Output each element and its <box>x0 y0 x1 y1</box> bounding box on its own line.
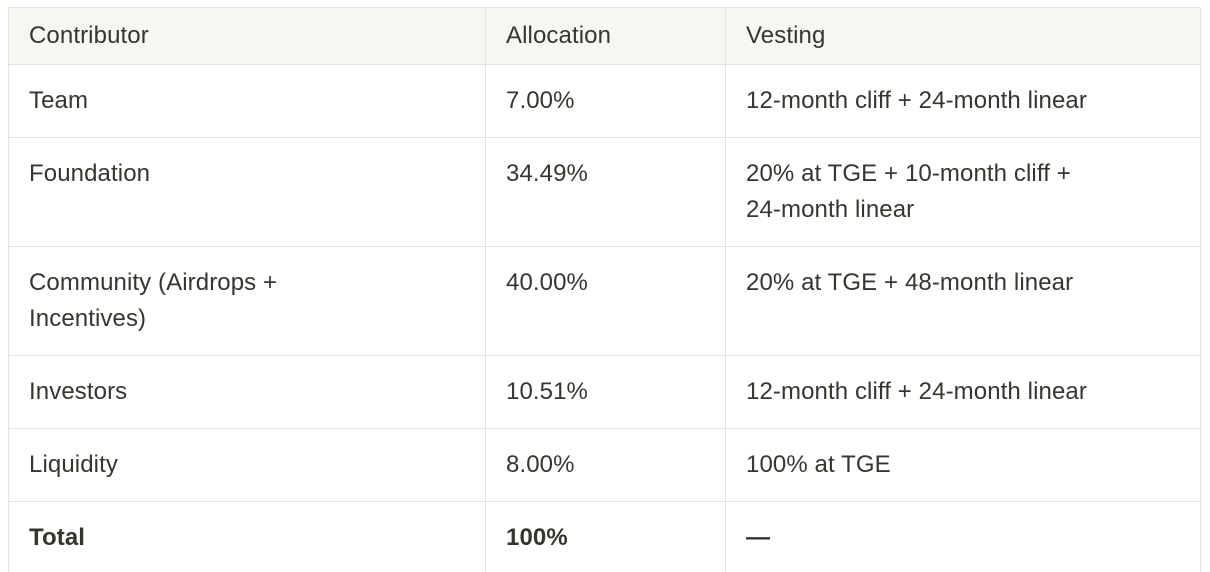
table-row: Team 7.00% 12-month cliff + 24-month linea… <box>8 64 1201 138</box>
cell-allocation: 10.51% <box>485 355 726 429</box>
cell-contributor: Total <box>8 501 486 572</box>
cell-vesting: 12-month cliff + 24-month linear <box>725 355 1201 429</box>
cell-contributor: Community (Airdrops + Incentives) <box>8 246 486 356</box>
table-body: Team 7.00% 12-month cliff + 24-month linea… <box>8 64 1201 572</box>
cell-contributor: Foundation <box>8 137 486 247</box>
cell-vesting: 20% at TGE + 48-month linear <box>725 246 1201 356</box>
cell-vesting: — <box>725 501 1201 572</box>
header-contributor: Contributor <box>8 7 486 65</box>
header-allocation: Allocation <box>485 7 726 65</box>
cell-contributor: Investors <box>8 355 486 429</box>
table-row: Community (Airdrops + Incentives) 40.00% 2… <box>8 246 1201 356</box>
cell-contributor: Liquidity <box>8 428 486 502</box>
cell-allocation: 100% <box>485 501 726 572</box>
table-header: Contributor Allocation Vesting <box>8 7 1201 65</box>
cell-allocation: 34.49% <box>485 137 726 247</box>
allocation-table: Contributor Allocation Vesting Team 7.00%… <box>8 7 1201 572</box>
cell-vesting: 20% at TGE + 10-month cliff + 24-month l… <box>725 137 1201 247</box>
cell-contributor: Team <box>8 64 486 138</box>
table-row: Foundation 34.49% 20% at TGE + 10-month cl… <box>8 137 1201 247</box>
cell-allocation: 7.00% <box>485 64 726 138</box>
header-row: Contributor Allocation Vesting <box>8 7 1201 65</box>
cell-allocation: 40.00% <box>485 246 726 356</box>
cell-vesting: 12-month cliff + 24-month linear <box>725 64 1201 138</box>
table-row-total: Total 100% — <box>8 501 1201 572</box>
header-vesting: Vesting <box>725 7 1201 65</box>
table-row: Investors 10.51% 12-month cliff + 24-month… <box>8 355 1201 429</box>
table-row: Liquidity 8.00% 100% at TGE <box>8 428 1201 502</box>
cell-vesting: 100% at TGE <box>725 428 1201 502</box>
cell-allocation: 8.00% <box>485 428 726 502</box>
